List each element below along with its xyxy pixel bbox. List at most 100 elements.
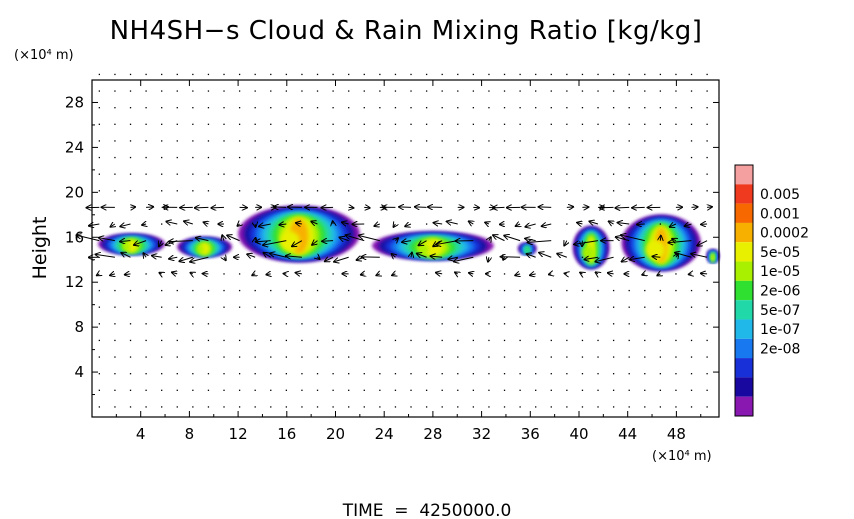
grid-dot [472,173,475,175]
grid-dot [348,306,350,308]
wind-vector [349,207,354,208]
grid-dot [457,406,459,408]
grid-dot [488,123,490,125]
grid-dot [644,373,646,375]
wind-vector [675,253,692,258]
grid-dot [457,190,459,192]
colorbar-swatch [735,242,753,262]
wind-vector [357,257,365,260]
grid-dot [161,289,163,292]
grid-dot [690,306,693,308]
grid-dot [690,406,693,408]
wind-vector [190,256,209,262]
grid-dot [301,306,303,308]
grid-dot [425,190,428,192]
grid-dot [581,90,584,92]
wind-vector [660,236,661,241]
cloud-peak [418,244,429,255]
grid-dot [301,140,303,142]
grid-dot [425,123,428,125]
grid-dot [441,107,443,109]
grid-dot [114,190,116,192]
wind-vector [469,273,473,274]
colorbar-label: 5e-07 [760,303,800,319]
grid-dot [332,339,334,342]
grid-dot [285,339,288,342]
grid-dot [394,156,397,159]
grid-dot [706,356,708,358]
grid-dot [348,73,350,76]
grid-dot [379,289,381,292]
grid-dot [254,123,256,125]
cloud-cell-8 [706,249,719,262]
grid-dot [550,306,552,308]
grid-dot [675,190,677,192]
grid-dot [566,389,568,391]
grid-dot [301,389,303,391]
grid-dot [192,356,194,358]
grid-dot [706,173,708,175]
grid-dot [379,389,381,391]
colorbar-label: 2e-08 [760,341,800,357]
grid-dot [550,389,552,391]
wind-vector [653,256,661,257]
grid-dot [425,306,428,308]
grid-dot [207,107,210,109]
grid-dot [628,289,630,292]
wind-vector [364,207,369,208]
grid-dot [628,356,630,358]
grid-dot [394,306,397,308]
wind-vector [504,236,521,242]
x-tick-label: 12 [229,425,248,443]
grid-dot [535,123,537,125]
grid-dot [363,373,365,375]
wind-vector [224,257,226,260]
grid-dot [472,339,475,342]
grid-dot [98,306,101,308]
grid-dot [441,389,443,391]
grid-dot [176,289,178,292]
grid-dot [581,256,584,258]
grid-dot [145,123,147,125]
grid-dot [488,356,490,358]
grid-dot [379,73,381,76]
grid-dot [254,73,256,76]
grid-dot [145,173,147,175]
grid-dot [379,123,381,125]
wind-vector [359,235,380,242]
grid-dot [597,289,599,292]
grid-dot [706,73,708,76]
y-tick-label: 12 [65,273,84,291]
cloud-cell-7 [621,214,701,271]
wind-vector [630,257,645,259]
grid-dot [488,140,490,142]
colorbar-swatch [735,222,753,243]
grid-dot [129,107,132,109]
grid-dot [114,156,116,159]
x-unit-label: (×10⁴ m) [652,449,712,464]
grid-dot [644,140,646,142]
wind-vector [469,221,474,224]
grid-dot [223,140,225,142]
x-tick-label: 20 [326,425,345,443]
grid-dot [207,156,210,159]
grid-dot [238,90,241,92]
grid-dot [690,173,693,175]
grid-dot [675,140,677,142]
grid-dot [238,389,241,391]
grid-dot [270,90,272,92]
grid-dot [98,289,101,292]
grid-dot [457,289,459,292]
grid-dot [332,90,334,92]
grid-dot [254,289,256,292]
grid-dot [394,339,397,342]
colorbar-swatch [735,319,753,339]
x-tick-label: 40 [569,425,588,443]
wind-vector [485,222,489,224]
grid-dot [425,173,428,175]
x-tick-label: 48 [667,425,686,443]
wind-vector [184,221,193,224]
grid-dot [114,356,116,358]
grid-dot [207,323,210,325]
wind-vector [542,224,552,226]
